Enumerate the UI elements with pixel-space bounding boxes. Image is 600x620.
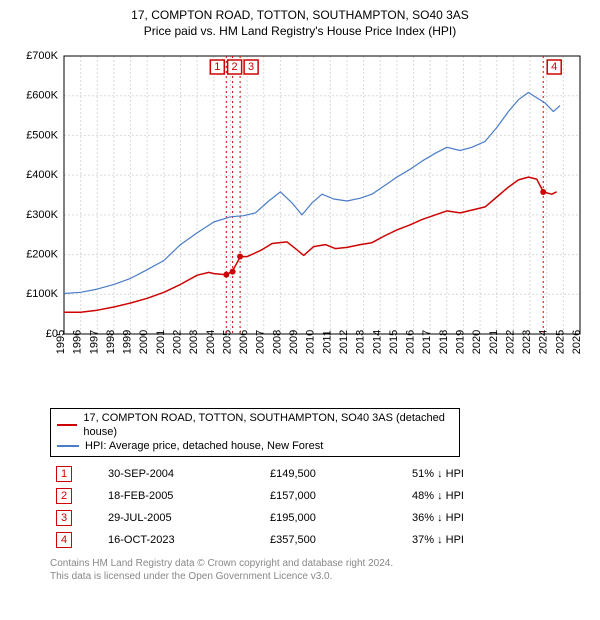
x-axis-label: 2019 — [454, 330, 466, 354]
x-axis-label: 2001 — [155, 330, 167, 354]
x-axis-label: 2008 — [271, 330, 283, 354]
event-delta: 51% ↓ HPI — [406, 463, 570, 485]
x-axis-label: 2023 — [521, 330, 533, 354]
x-axis-label: 2018 — [438, 330, 450, 354]
legend-label: 17, COMPTON ROAD, TOTTON, SOUTHAMPTON, S… — [83, 411, 453, 439]
x-axis-label: 2025 — [554, 330, 566, 354]
x-axis-label: 2012 — [338, 330, 350, 354]
x-axis-label: 2002 — [172, 330, 184, 354]
chart-plot: £0£100K£200K£300K£400K£500K£600K£700K199… — [12, 42, 588, 402]
x-axis-label: 1998 — [105, 330, 117, 354]
chart-subtitle: Price paid vs. HM Land Registry's House … — [12, 24, 588, 38]
x-axis-label: 1995 — [55, 330, 67, 354]
footer-line-1: Contains HM Land Registry data © Crown c… — [50, 557, 588, 570]
price-point-marker — [237, 254, 243, 260]
y-axis-label: £100K — [26, 288, 58, 300]
x-axis-label: 1999 — [122, 330, 134, 354]
chart-title: 17, COMPTON ROAD, TOTTON, SOUTHAMPTON, S… — [12, 8, 588, 22]
event-table: 1 30-SEP-2004£149,50051% ↓ HPI 2 18-FEB-200… — [50, 463, 588, 551]
x-axis-label: 2000 — [138, 330, 150, 354]
y-axis-label: £400K — [26, 169, 58, 181]
y-axis-label: £500K — [26, 129, 58, 141]
event-marker-number: 4 — [551, 61, 557, 73]
x-axis-label: 2007 — [255, 330, 267, 354]
x-axis-label: 2026 — [571, 330, 583, 354]
event-delta: 37% ↓ HPI — [406, 529, 570, 551]
event-marker-number: 2 — [232, 61, 238, 73]
line-series-property — [64, 177, 557, 312]
event-price: £149,500 — [264, 463, 406, 485]
y-axis-label: £700K — [26, 50, 58, 62]
legend-swatch — [57, 424, 77, 426]
x-axis-label: 2010 — [305, 330, 317, 354]
event-number-box: 4 — [56, 532, 72, 548]
event-delta: 36% ↓ HPI — [406, 507, 570, 529]
price-point-marker — [223, 272, 229, 278]
footer-line-2: This data is licensed under the Open Gov… — [50, 570, 588, 583]
y-axis-label: £300K — [26, 209, 58, 221]
table-row: 1 30-SEP-2004£149,50051% ↓ HPI — [50, 463, 570, 485]
event-date: 16-OCT-2023 — [102, 529, 264, 551]
event-date: 18-FEB-2005 — [102, 485, 264, 507]
legend-item: 17, COMPTON ROAD, TOTTON, SOUTHAMPTON, S… — [57, 411, 453, 439]
event-delta: 48% ↓ HPI — [406, 485, 570, 507]
x-axis-label: 1996 — [72, 330, 84, 354]
table-row: 4 16-OCT-2023£357,50037% ↓ HPI — [50, 529, 570, 551]
x-axis-label: 1997 — [88, 330, 100, 354]
x-axis-label: 2020 — [471, 330, 483, 354]
event-marker-number: 3 — [248, 61, 254, 73]
price-point-marker — [230, 269, 236, 275]
x-axis-label: 2016 — [405, 330, 417, 354]
x-axis-label: 2009 — [288, 330, 300, 354]
y-axis-label: £600K — [26, 90, 58, 102]
x-axis-label: 2015 — [388, 330, 400, 354]
chart-legend: 17, COMPTON ROAD, TOTTON, SOUTHAMPTON, S… — [50, 408, 460, 457]
y-axis-label: £200K — [26, 248, 58, 260]
event-marker-number: 1 — [214, 61, 220, 73]
x-axis-label: 2013 — [355, 330, 367, 354]
table-row: 3 29-JUL-2005£195,00036% ↓ HPI — [50, 507, 570, 529]
line-series-hpi — [64, 93, 560, 294]
chart-svg: £0£100K£200K£300K£400K£500K£600K£700K199… — [12, 42, 588, 402]
event-price: £357,500 — [264, 529, 406, 551]
event-price: £195,000 — [264, 507, 406, 529]
event-date: 30-SEP-2004 — [102, 463, 264, 485]
x-axis-label: 2014 — [371, 330, 383, 354]
event-number-box: 1 — [56, 466, 72, 482]
legend-item: HPI: Average price, detached house, New … — [57, 439, 453, 453]
event-number-box: 2 — [56, 488, 72, 504]
event-date: 29-JUL-2005 — [102, 507, 264, 529]
x-axis-label: 2024 — [538, 330, 550, 354]
x-axis-label: 2021 — [488, 330, 500, 354]
legend-swatch — [57, 445, 79, 447]
x-axis-label: 2017 — [421, 330, 433, 354]
x-axis-label: 2004 — [205, 330, 217, 354]
price-point-marker — [540, 189, 546, 195]
event-number-box: 3 — [56, 510, 72, 526]
x-axis-label: 2003 — [188, 330, 200, 354]
chart-container: 17, COMPTON ROAD, TOTTON, SOUTHAMPTON, S… — [0, 0, 600, 620]
x-axis-label: 2022 — [504, 330, 516, 354]
table-row: 2 18-FEB-2005£157,00048% ↓ HPI — [50, 485, 570, 507]
event-price: £157,000 — [264, 485, 406, 507]
x-axis-label: 2006 — [238, 330, 250, 354]
legend-label: HPI: Average price, detached house, New … — [85, 439, 323, 453]
footer-attribution: Contains HM Land Registry data © Crown c… — [50, 557, 588, 583]
x-axis-label: 2005 — [221, 330, 233, 354]
